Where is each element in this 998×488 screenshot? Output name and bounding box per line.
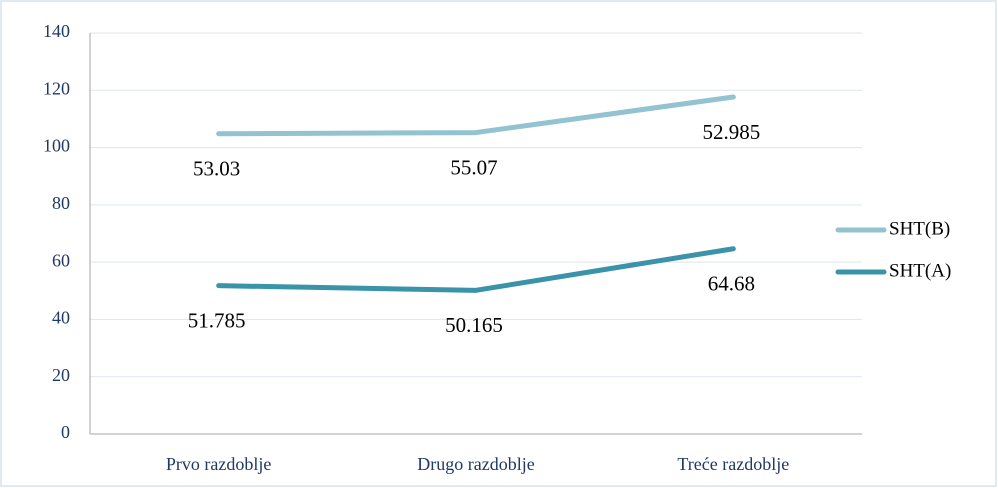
data-label: 51.785 <box>188 308 246 332</box>
data-label: 55.07 <box>450 155 497 179</box>
data-label: 50.165 <box>445 313 503 337</box>
y-tick-label: 40 <box>52 308 70 328</box>
y-tick-label: 80 <box>52 193 70 213</box>
series-line <box>216 94 736 137</box>
x-tick-label: Drugo razdoblje <box>417 454 534 474</box>
data-label: 64.68 <box>708 272 755 296</box>
x-tick-label: Treće razdoblje <box>677 454 789 474</box>
legend-label: SHT(B) <box>889 218 950 239</box>
y-tick-label: 20 <box>52 365 70 385</box>
y-tick-label: 100 <box>43 136 70 156</box>
data-label: 53.03 <box>193 157 240 181</box>
series-line <box>216 246 736 293</box>
data-label: 52.985 <box>702 120 760 144</box>
legend-label: SHT(A) <box>889 260 951 281</box>
y-tick-label: 0 <box>61 422 70 442</box>
y-tick-label: 60 <box>52 250 70 270</box>
y-tick-label: 140 <box>43 21 70 41</box>
y-tick-label: 120 <box>43 78 70 98</box>
x-tick-label: Prvo razdoblje <box>166 454 271 474</box>
